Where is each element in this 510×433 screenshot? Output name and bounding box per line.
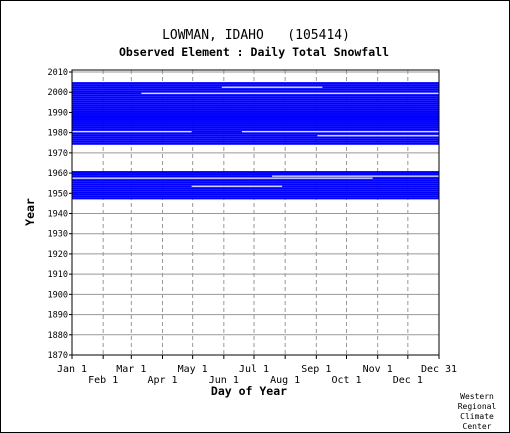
credit-line-4: Center	[463, 422, 492, 431]
year-row	[72, 181, 439, 184]
year-row	[72, 175, 439, 178]
x-tick-label: May 1	[178, 364, 208, 375]
y-tick-label: 1990	[48, 108, 68, 118]
x-tick-label: Jul 1	[239, 364, 269, 375]
x-tick-label: Feb 1	[88, 375, 118, 386]
year-row	[72, 104, 439, 107]
year-row	[72, 132, 439, 135]
year-row	[72, 197, 439, 200]
data-marks	[72, 82, 439, 200]
year-row	[72, 187, 439, 190]
year-row	[72, 173, 439, 176]
x-tick-label: Mar 1	[116, 364, 146, 375]
y-tick-label: 1880	[48, 331, 68, 341]
x-axis-label: Day of Year	[211, 384, 287, 398]
year-row	[72, 100, 439, 103]
year-row	[72, 112, 439, 115]
x-tick-label: Aug 1	[270, 375, 300, 386]
missing-gap	[191, 185, 283, 187]
year-row	[72, 140, 439, 143]
year-row	[72, 195, 439, 198]
x-tick-label: Dec 1	[393, 375, 423, 386]
year-row	[72, 183, 439, 186]
missing-gap	[72, 177, 373, 179]
y-axis-ticks: 2010 2000 1990 1980 1970 1960 1950 1940 1930 1920…	[48, 68, 72, 361]
y-tick-label: 1900	[48, 290, 68, 300]
x-tick-label: Jan 1	[57, 364, 87, 375]
x-tick-label: Dec 31	[421, 364, 457, 375]
year-row	[72, 108, 439, 111]
y-tick-label: 1890	[48, 311, 68, 321]
x-tick-label: Sep 1	[301, 364, 331, 375]
year-row	[72, 120, 439, 123]
y-tick-label: 1960	[48, 169, 68, 179]
year-row	[72, 142, 439, 145]
missing-gap	[317, 135, 439, 137]
y-tick-label: 1950	[48, 189, 68, 199]
y-tick-label: 1970	[48, 149, 68, 159]
y-tick-label: 1940	[48, 210, 68, 220]
y-tick-label: 1870	[48, 351, 68, 361]
y-tick-label: 1930	[48, 230, 68, 240]
year-row	[72, 122, 439, 125]
plot-area-border	[71, 69, 440, 356]
year-row	[72, 98, 439, 101]
missing-gap	[141, 92, 439, 94]
x-tick-label: Nov 1	[363, 364, 393, 375]
y-tick-label: 2010	[48, 68, 68, 78]
year-row	[72, 90, 439, 93]
y-tick-label: 1980	[48, 129, 68, 139]
y-axis-label: Year	[23, 198, 37, 226]
y-tick-label: 1920	[48, 250, 68, 260]
year-row	[72, 94, 439, 97]
year-row	[72, 118, 439, 121]
credit-line-3: Climate	[460, 412, 494, 421]
year-row	[72, 134, 439, 137]
year-row	[72, 136, 439, 139]
year-row	[72, 179, 439, 182]
chart-subtitle: Observed Element : Daily Total Snowfall	[119, 45, 389, 59]
x-axis-ticks: Jan 1 Mar 1 May 1 Jul 1 Sep 1 Nov 1 Dec 31 Feb …	[57, 355, 457, 386]
credit-line-2: Regional	[458, 402, 497, 411]
year-row	[72, 126, 439, 129]
year-row	[72, 82, 439, 85]
year-row	[72, 191, 439, 194]
x-tick-label: Oct 1	[331, 375, 361, 386]
year-row	[72, 114, 439, 117]
x-tick-label: Apr 1	[147, 375, 177, 386]
y-tick-label: 2000	[48, 88, 68, 98]
credit-block: Western Regional Climate Center	[458, 392, 497, 431]
year-row	[72, 128, 439, 131]
year-row	[72, 138, 439, 141]
year-row	[72, 96, 439, 99]
year-row	[72, 84, 439, 87]
missing-gap	[241, 131, 439, 133]
x-tick-label: Jun 1	[209, 375, 239, 386]
year-row	[72, 171, 439, 174]
year-row	[72, 88, 439, 91]
year-row	[72, 106, 439, 109]
year-row	[72, 193, 439, 196]
year-row	[72, 189, 439, 192]
year-row	[72, 102, 439, 105]
credit-line-1: Western	[460, 392, 494, 401]
missing-gap	[272, 175, 439, 177]
missing-gap	[221, 86, 323, 88]
chart-title: LOWMAN, IDAHO (105414)	[162, 28, 350, 43]
year-row	[72, 124, 439, 127]
year-row	[72, 116, 439, 119]
missing-gap	[72, 131, 192, 133]
year-row	[72, 110, 439, 113]
y-tick-label: 1910	[48, 270, 68, 280]
